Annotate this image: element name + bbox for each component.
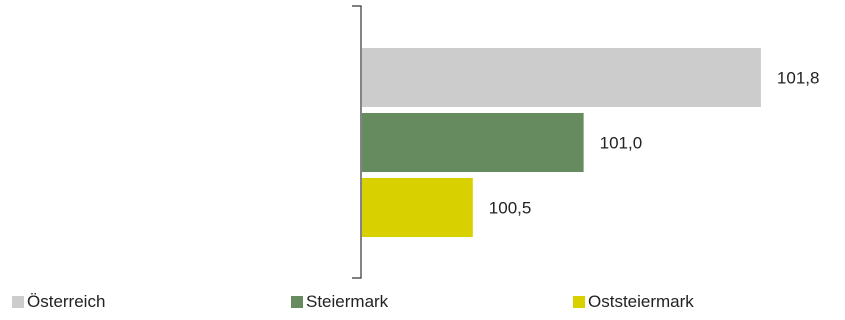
bar-chart-svg: 101,8 101,0 100,5 [352, 5, 820, 279]
legend-item-oesterreich: Österreich [12, 292, 105, 312]
y-axis-line [352, 5, 362, 279]
data-label-steiermark: 101,0 [600, 134, 643, 153]
legend-swatch-steiermark [291, 296, 303, 308]
legend-swatch-oststeiermark [573, 296, 585, 308]
legend-swatch-oesterreich [12, 296, 24, 308]
legend-label-oesterreich: Österreich [27, 292, 106, 311]
bar-oststeiermark [362, 178, 473, 237]
legend-label-steiermark: Steiermark [306, 292, 389, 311]
legend: Österreich Steiermark Oststeiermark [0, 292, 845, 316]
legend-item-steiermark: Steiermark [291, 292, 388, 312]
data-label-oststeiermark: 100,5 [489, 199, 532, 218]
legend-label-oststeiermark: Oststeiermark [588, 292, 694, 311]
data-label-oesterreich: 101,8 [777, 69, 820, 88]
legend-item-oststeiermark: Oststeiermark [573, 292, 694, 312]
bar-steiermark [362, 113, 584, 172]
bar-oesterreich [362, 48, 761, 107]
